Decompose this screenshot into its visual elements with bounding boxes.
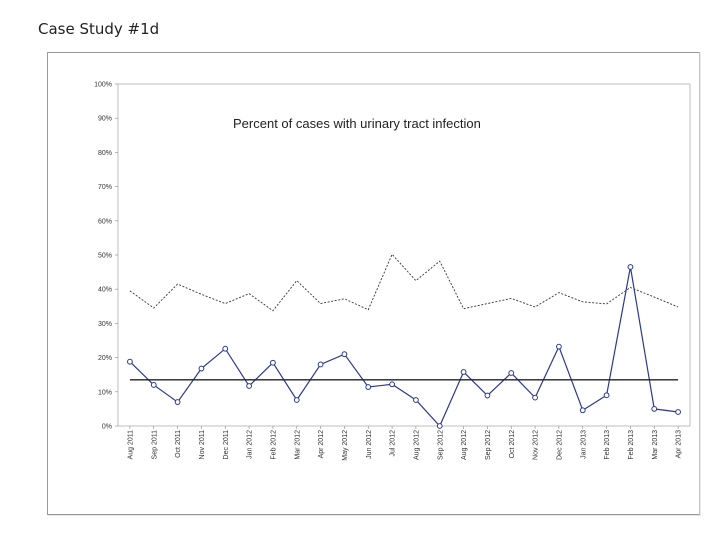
data-point [579, 407, 586, 414]
x-tick-label: Apr 2013 [676, 430, 683, 459]
data-point [365, 384, 372, 390]
data-point [436, 423, 443, 429]
x-tick-label: Mar 2012 [294, 430, 301, 460]
x-tick-label: Aug 2012 [461, 430, 468, 460]
data-point [293, 397, 300, 403]
x-tick-label: Aug 2012 [413, 430, 420, 460]
x-tick-label: Mar 2013 [652, 430, 659, 460]
data-point [651, 406, 658, 412]
x-tick-label: Apr 2012 [318, 430, 325, 459]
y-tick-label: 10% [98, 389, 112, 396]
y-tick-label: 100% [94, 82, 112, 89]
data-point [222, 345, 229, 352]
data-point [198, 365, 205, 372]
y-tick-label: 80% [98, 150, 112, 157]
data-point [174, 399, 181, 405]
data-point [246, 383, 252, 389]
data-point [270, 359, 276, 366]
data-point [627, 264, 634, 270]
data-point [603, 392, 610, 399]
x-tick-label: Jun 2012 [366, 430, 373, 459]
y-tick-label: 90% [98, 116, 112, 123]
x-tick-label: Nov 2012 [533, 430, 540, 460]
chart-title: Percent of cases with urinary tract infe… [233, 116, 481, 131]
x-tick-label: Sep 2011 [151, 430, 158, 460]
chart-frame [47, 52, 700, 515]
data-point [389, 381, 395, 388]
plot-area [117, 83, 691, 427]
y-tick-label: 60% [98, 218, 112, 225]
data-line [129, 266, 679, 428]
y-tick-label: 70% [98, 184, 112, 191]
x-tick-label: Nov 2011 [199, 430, 206, 460]
x-tick-label: Dec 2012 [556, 430, 563, 460]
x-tick-label: Sep 2012 [437, 430, 444, 460]
x-tick-label: Jan 2013 [580, 430, 587, 459]
x-tick-label: Feb 2013 [604, 430, 611, 460]
y-tick-label: 30% [98, 321, 112, 328]
y-tick-label: 40% [98, 287, 112, 294]
data-point [556, 343, 562, 350]
data-point [413, 397, 419, 403]
x-tick-label: May 2012 [342, 430, 349, 461]
data-point [317, 361, 324, 368]
x-tick-label: Aug 2011 [127, 430, 134, 460]
y-tick-label: 50% [98, 253, 112, 260]
y-tick-label: 20% [98, 355, 112, 362]
x-tick-label: Oct 2011 [175, 430, 182, 458]
x-tick-label: Jan 2012 [247, 430, 254, 459]
x-tick-label: Feb 2012 [270, 430, 277, 460]
y-tick-label: 0% [102, 424, 112, 431]
x-tick-label: Feb 2013 [628, 430, 635, 460]
data-point [484, 392, 491, 399]
data-point [675, 409, 681, 415]
slide-title: Case Study #1d [38, 20, 160, 38]
data-point [341, 351, 348, 358]
data-point [508, 370, 515, 376]
data-point [532, 394, 538, 401]
data-point [460, 369, 467, 375]
upper-control-limit-line [129, 253, 679, 312]
data-point [150, 382, 157, 388]
x-tick-label: Dec 2011 [223, 430, 230, 460]
x-tick-label: Sep 2012 [485, 430, 492, 460]
data-point [127, 358, 133, 365]
x-tick-label: Jul 2012 [390, 430, 397, 457]
x-tick-label: Oct 2012 [509, 430, 516, 459]
